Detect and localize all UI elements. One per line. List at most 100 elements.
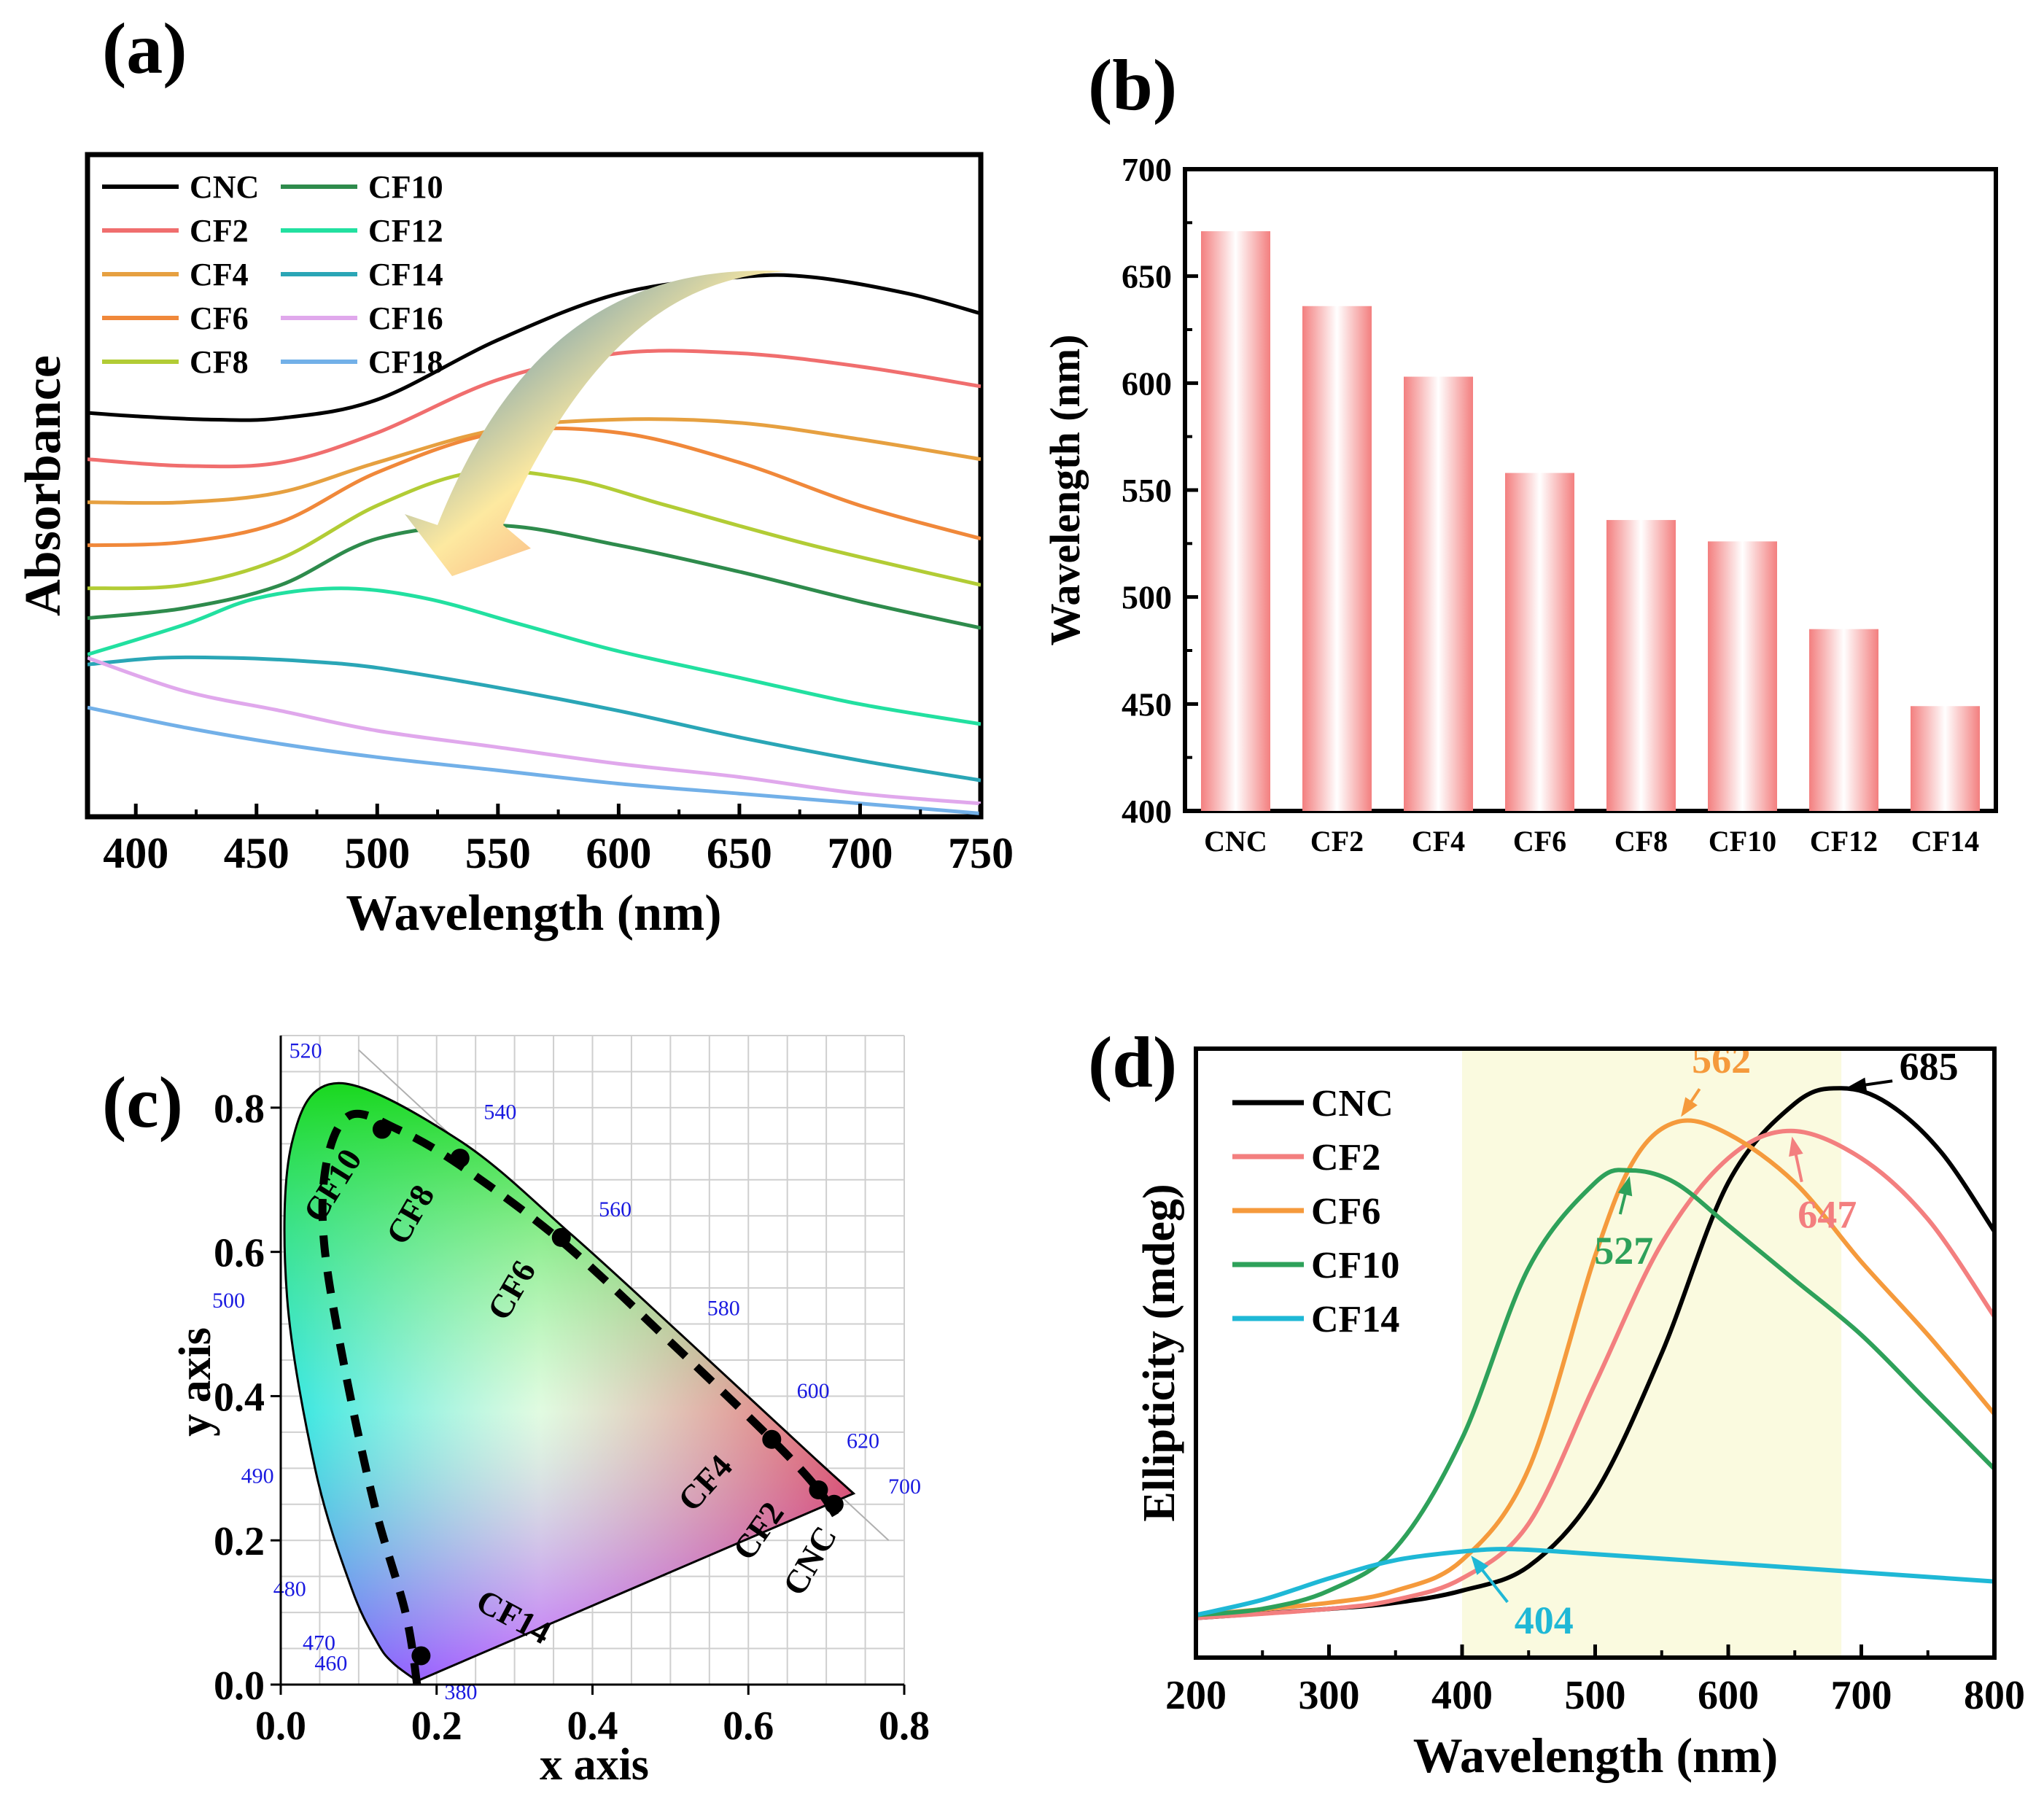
x-tick-label: CF2 xyxy=(1310,825,1364,858)
locus-label-500: 500 xyxy=(212,1289,245,1313)
bar-cf6 xyxy=(1505,473,1574,811)
x-tick-label: CF6 xyxy=(1513,825,1566,858)
panel-b-label: (b) xyxy=(1088,44,1177,125)
locus-label-600: 600 xyxy=(797,1379,830,1403)
x-tick-label: 750 xyxy=(948,829,1014,877)
panel-c-label: (c) xyxy=(102,1062,183,1143)
point-cnc xyxy=(824,1494,844,1514)
locus-label-700: 700 xyxy=(888,1475,921,1499)
locus-label-580: 580 xyxy=(707,1296,740,1320)
panel-b-y-label: Wavelength (nm) xyxy=(1041,335,1089,646)
bar-cf14 xyxy=(1911,706,1980,811)
y-tick-label: 450 xyxy=(1122,686,1172,723)
panel-c-dashed-path xyxy=(318,1109,846,1685)
series-line-cnc xyxy=(88,273,981,422)
x-tick-label: 400 xyxy=(1431,1673,1493,1718)
locus-label-620: 620 xyxy=(847,1429,879,1453)
x-tick-label: 0.2 xyxy=(411,1704,462,1749)
x-tick-label: 300 xyxy=(1299,1673,1360,1718)
x-tick-label: 0.8 xyxy=(879,1704,930,1749)
panel-d-y-label: Ellipticity (mdeg) xyxy=(1135,1184,1184,1521)
x-tick-label: 200 xyxy=(1165,1673,1227,1718)
series-line-cf10 xyxy=(1196,1168,1994,1617)
legend-label-cf2: CF2 xyxy=(1311,1137,1380,1178)
legend-label-cnc: CNC xyxy=(1311,1083,1394,1125)
annotation-arrowhead-685 xyxy=(1847,1077,1868,1092)
gamut-green xyxy=(284,1083,854,1682)
x-tick-label: 500 xyxy=(1565,1673,1626,1718)
annotation-label-527: 527 xyxy=(1594,1229,1653,1273)
x-tick-label: CF14 xyxy=(1911,825,1979,858)
panel-a-x-ticks: 400 450 500 550 600 650 700 750 xyxy=(103,804,1014,877)
panel-a-y-label: Absorbance xyxy=(15,355,71,616)
annotation-label-647: 647 xyxy=(1798,1193,1857,1237)
legend-label-cnc: CNC xyxy=(190,169,259,205)
y-tick-label: 0.8 xyxy=(214,1087,265,1132)
legend-label-cf10: CF10 xyxy=(1311,1245,1399,1286)
legend-label-cf6: CF6 xyxy=(1311,1191,1380,1232)
point-cf2 xyxy=(809,1480,828,1499)
x-tick-label: 600 xyxy=(1698,1673,1759,1718)
panel-d-lines xyxy=(1196,1086,1994,1620)
point-cf10 xyxy=(372,1119,392,1139)
legend-label-cf16: CF16 xyxy=(368,300,443,336)
x-tick-label: 500 xyxy=(344,829,410,877)
y-tick-label: 400 xyxy=(1122,793,1172,830)
x-tick-label: 0.6 xyxy=(723,1704,774,1749)
y-tick-label: 700 xyxy=(1122,151,1172,188)
x-tick-label: 700 xyxy=(827,829,893,877)
series-line-cf14 xyxy=(1196,1547,1994,1617)
point-cf14 xyxy=(411,1646,431,1666)
annotation-label-404: 404 xyxy=(1515,1599,1574,1642)
bar-cf2 xyxy=(1302,306,1372,811)
legend-label-cf2: CF2 xyxy=(190,213,249,249)
panel-b-axes: CNC CF2 CF4 CF6 CF8 CF10 CF12 CF14 400 450 500 550 6… xyxy=(1122,151,1979,858)
panel-b-bars xyxy=(1201,231,1980,812)
panel-c-x-label: x axis xyxy=(540,1740,649,1790)
panel-a-label: (a) xyxy=(102,8,187,89)
x-tick-label: 800 xyxy=(1964,1673,2025,1718)
y-tick-label: 0.2 xyxy=(214,1519,265,1564)
series-line-cf12 xyxy=(88,586,981,726)
x-tick-label: 0.0 xyxy=(255,1704,306,1749)
bar-cf4 xyxy=(1404,376,1473,811)
locus-label-480: 480 xyxy=(273,1577,306,1601)
panel-a: (a) 400 450 500 550 600 650 700 750 CNC CF2 CF4 CF… xyxy=(15,8,1014,941)
x-tick-label: 550 xyxy=(465,829,531,877)
series-line-cf6 xyxy=(1196,1118,1994,1617)
point-cf8 xyxy=(450,1149,470,1168)
y-tick-label: 0.0 xyxy=(214,1663,265,1709)
legend-label-cf14: CF14 xyxy=(1311,1299,1399,1340)
series-line-cf2 xyxy=(88,349,981,469)
annotation-label-685: 685 xyxy=(1900,1044,1959,1088)
annotation-arrowhead-647 xyxy=(1789,1136,1803,1157)
x-tick-label: 700 xyxy=(1831,1673,1892,1718)
panel-c-axes: 0.0 0.2 0.4 0.6 0.8 0.0 0.2 0.4 0.6 0.8 xyxy=(214,1036,930,1749)
panel-b: (b) CNC CF2 CF4 CF6 CF8 CF10 CF12 CF14 400 450 500… xyxy=(1041,44,1998,858)
panel-c-y-label: y axis xyxy=(171,1327,220,1437)
annotation-arrow-404 xyxy=(1477,1565,1509,1604)
legend-label-cf18: CF18 xyxy=(368,344,443,380)
point-cf6 xyxy=(551,1227,571,1247)
locus-label-460: 460 xyxy=(314,1651,347,1675)
panel-d: (d) 685 647 562 527 404 200 300 400 500 600 700 80… xyxy=(1088,1022,2025,1783)
annotation-arrowhead-562 xyxy=(1681,1097,1698,1117)
x-tick-label: CF4 xyxy=(1412,825,1465,858)
series-line-cf16 xyxy=(88,656,981,806)
x-tick-label: 400 xyxy=(103,829,168,877)
panel-a-legend: CNC CF2 CF4 CF6 CF8 CF10 CF12 CF14 CF16 CF18 xyxy=(102,169,443,380)
point-cf4 xyxy=(762,1429,782,1449)
point-label-cnc: CNC xyxy=(775,1520,844,1601)
series-line-cf14 xyxy=(88,655,981,782)
y-tick-label: 0.4 xyxy=(214,1375,265,1420)
legend-label-cf14: CF14 xyxy=(368,257,443,292)
locus-label-560: 560 xyxy=(599,1197,632,1222)
panel-a-frame xyxy=(85,152,984,820)
x-tick-label: CF12 xyxy=(1810,825,1878,858)
locus-label-470: 470 xyxy=(303,1631,335,1655)
panel-d-axes: 200 300 400 500 600 700 800 xyxy=(1165,1644,2025,1718)
legend-label-cf10: CF10 xyxy=(368,169,443,205)
panel-a-x-label: Wavelength (nm) xyxy=(346,885,721,941)
